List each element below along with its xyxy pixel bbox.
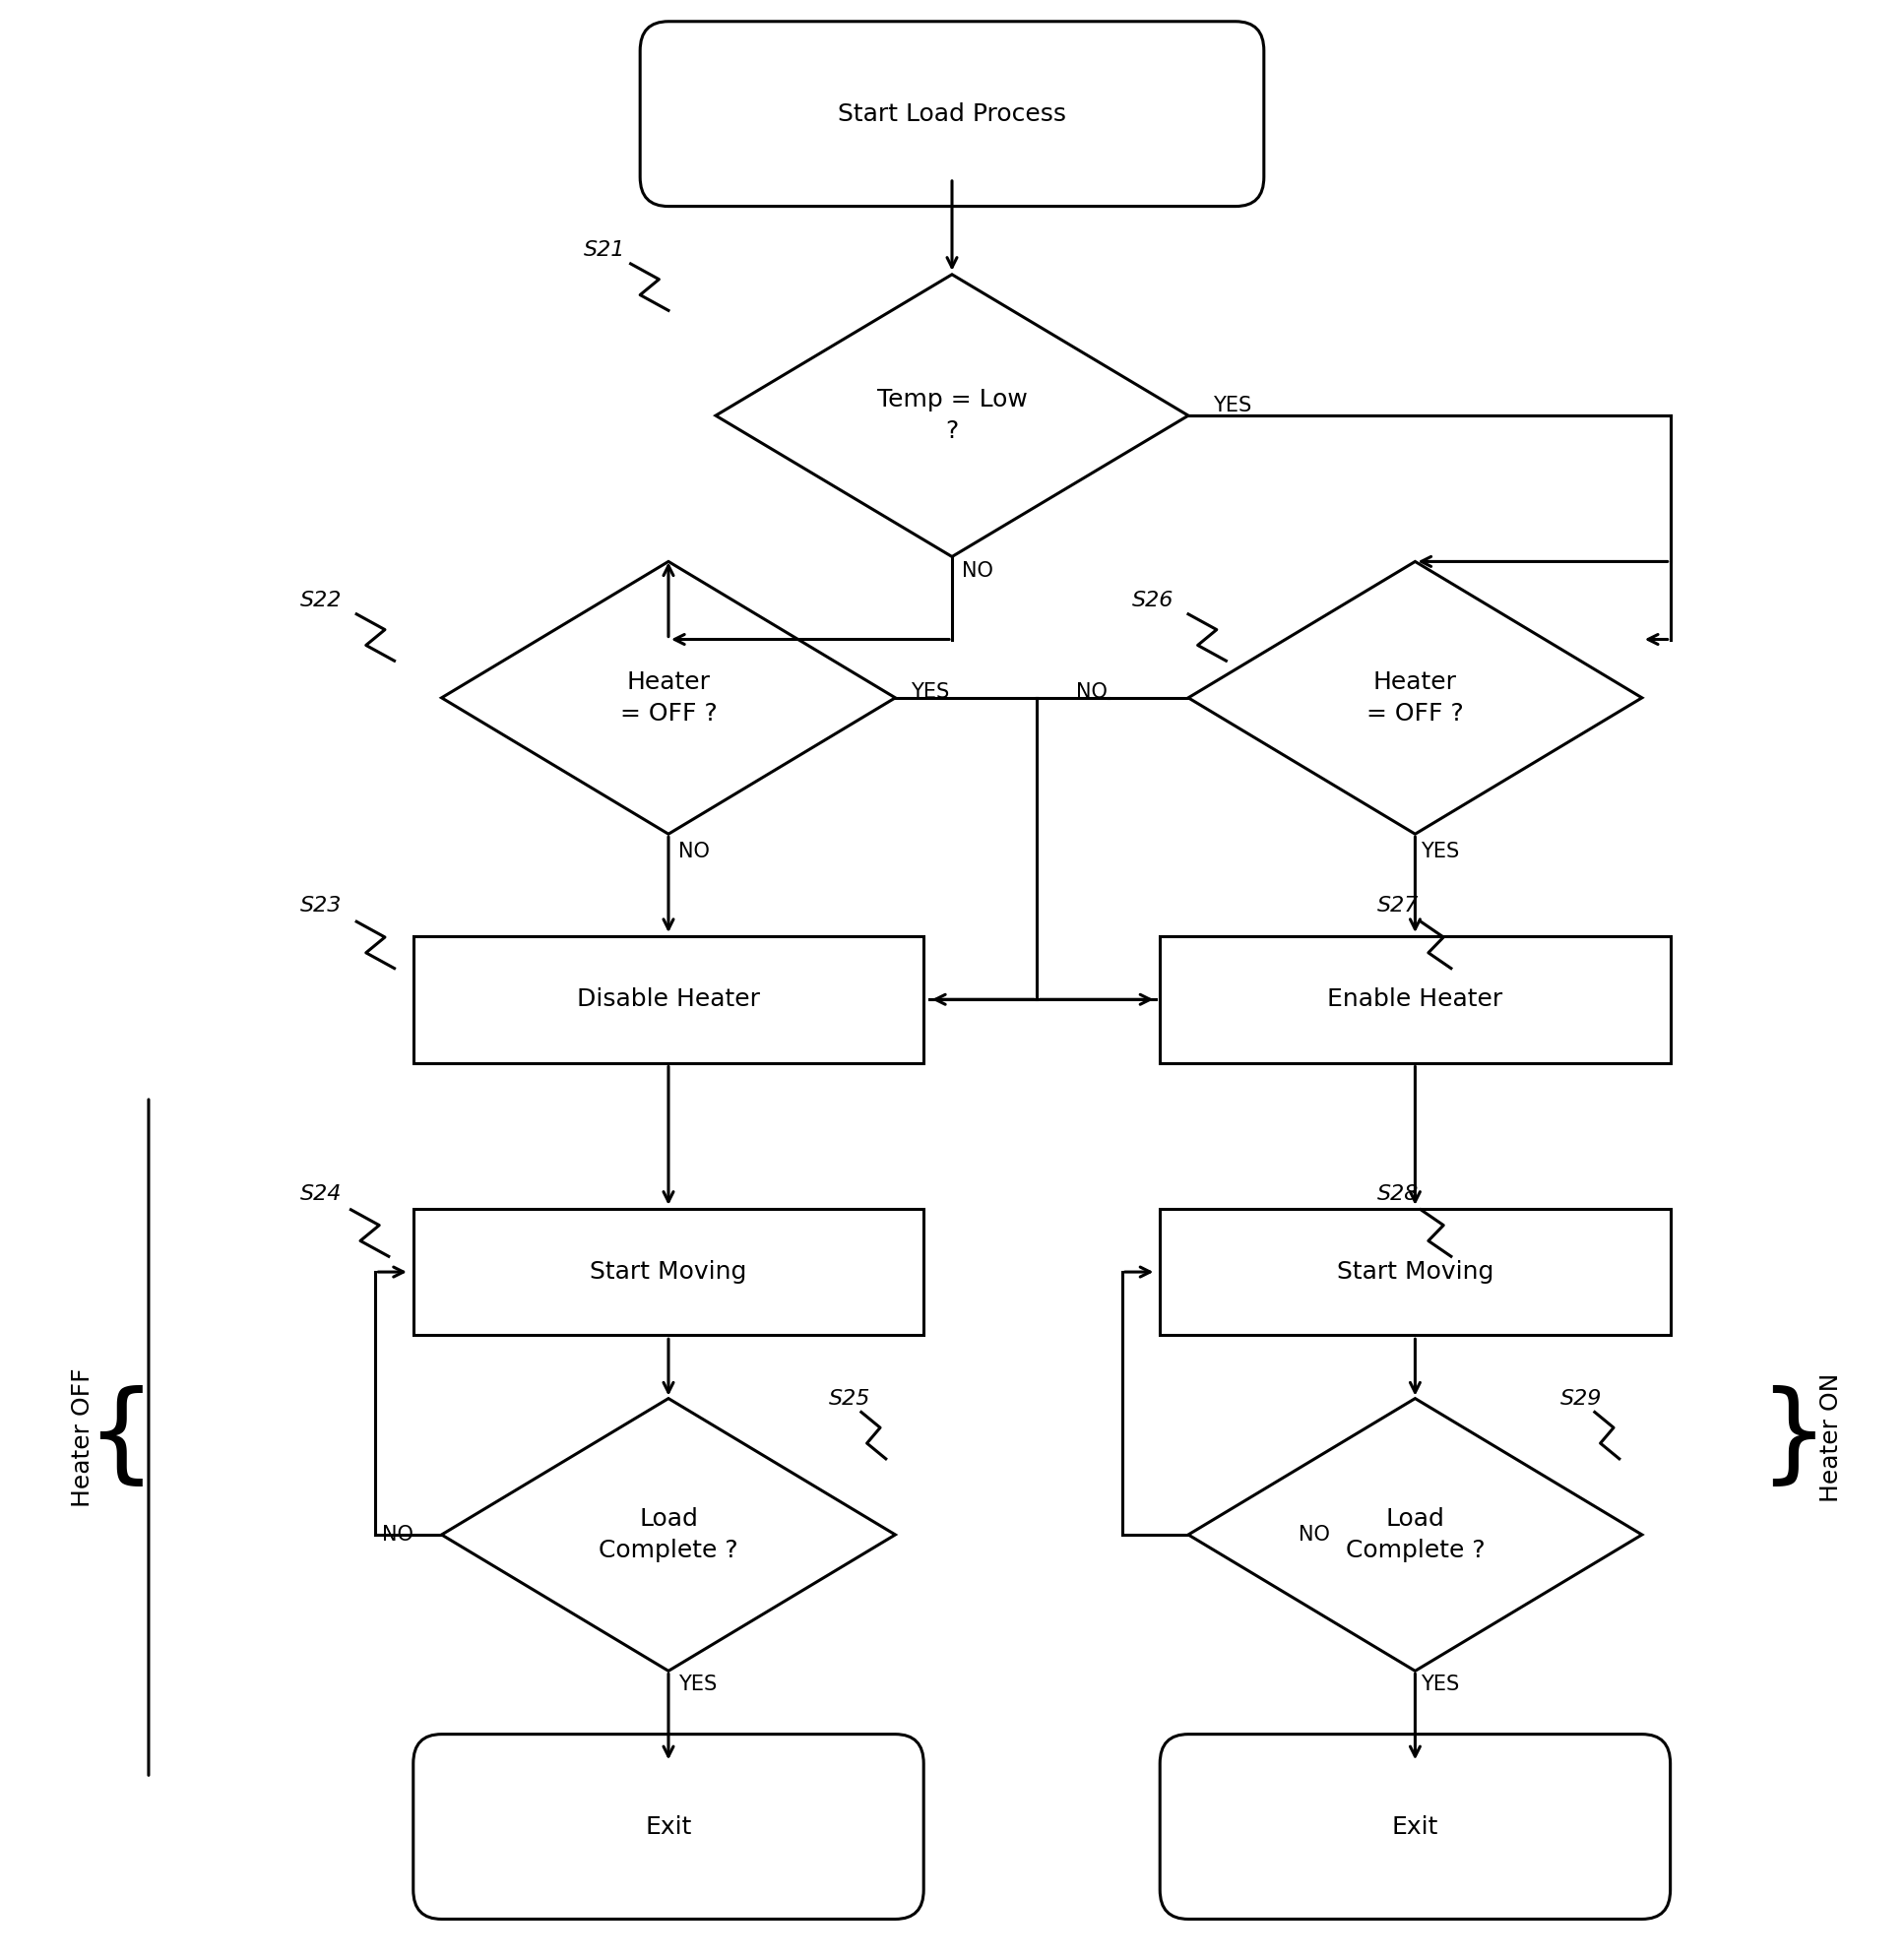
Text: S29: S29 — [1561, 1388, 1603, 1409]
Text: NO: NO — [1076, 682, 1106, 702]
Polygon shape — [442, 1399, 895, 1672]
Text: Temp = Low
?: Temp = Low ? — [876, 388, 1028, 443]
Text: Heater ON: Heater ON — [1818, 1372, 1843, 1501]
Text: Exit: Exit — [645, 1815, 691, 1838]
Text: Start Moving: Start Moving — [590, 1260, 746, 1284]
Text: YES: YES — [678, 1674, 716, 1693]
Text: YES: YES — [1420, 841, 1460, 860]
Bar — [413, 937, 923, 1062]
Text: S23: S23 — [299, 896, 341, 915]
Text: }: } — [1759, 1384, 1828, 1490]
Text: Heater OFF: Heater OFF — [70, 1368, 95, 1507]
Text: Load
Complete ?: Load Complete ? — [598, 1507, 739, 1562]
Text: Heater
= OFF ?: Heater = OFF ? — [1367, 670, 1464, 725]
Text: YES: YES — [1213, 396, 1251, 416]
Text: Heater
= OFF ?: Heater = OFF ? — [621, 670, 718, 725]
Polygon shape — [1188, 561, 1641, 835]
Text: YES: YES — [910, 682, 948, 702]
Text: S27: S27 — [1377, 896, 1418, 915]
FancyBboxPatch shape — [413, 1735, 923, 1919]
Text: NO: NO — [962, 561, 992, 580]
Bar — [1160, 1209, 1670, 1335]
FancyBboxPatch shape — [640, 22, 1264, 206]
Text: S28: S28 — [1377, 1184, 1418, 1203]
Polygon shape — [716, 274, 1188, 557]
Text: NO: NO — [678, 841, 710, 860]
Text: S26: S26 — [1131, 590, 1173, 610]
Polygon shape — [442, 561, 895, 835]
Text: {: { — [86, 1384, 154, 1490]
Text: Exit: Exit — [1392, 1815, 1438, 1838]
Text: Start Moving: Start Moving — [1337, 1260, 1493, 1284]
Text: S25: S25 — [828, 1388, 870, 1409]
Text: S21: S21 — [583, 241, 625, 261]
Text: Start Load Process: Start Load Process — [838, 102, 1066, 125]
FancyBboxPatch shape — [1160, 1735, 1670, 1919]
Text: S22: S22 — [299, 590, 341, 610]
Text: S24: S24 — [299, 1184, 341, 1203]
Text: Enable Heater: Enable Heater — [1327, 988, 1502, 1011]
Text: Load
Complete ?: Load Complete ? — [1346, 1507, 1485, 1562]
Bar — [413, 1209, 923, 1335]
Bar — [1160, 937, 1670, 1062]
Text: NO: NO — [383, 1525, 413, 1544]
Text: YES: YES — [1420, 1674, 1460, 1693]
Polygon shape — [1188, 1399, 1641, 1672]
Text: Disable Heater: Disable Heater — [577, 988, 760, 1011]
Text: NO: NO — [1299, 1525, 1331, 1544]
